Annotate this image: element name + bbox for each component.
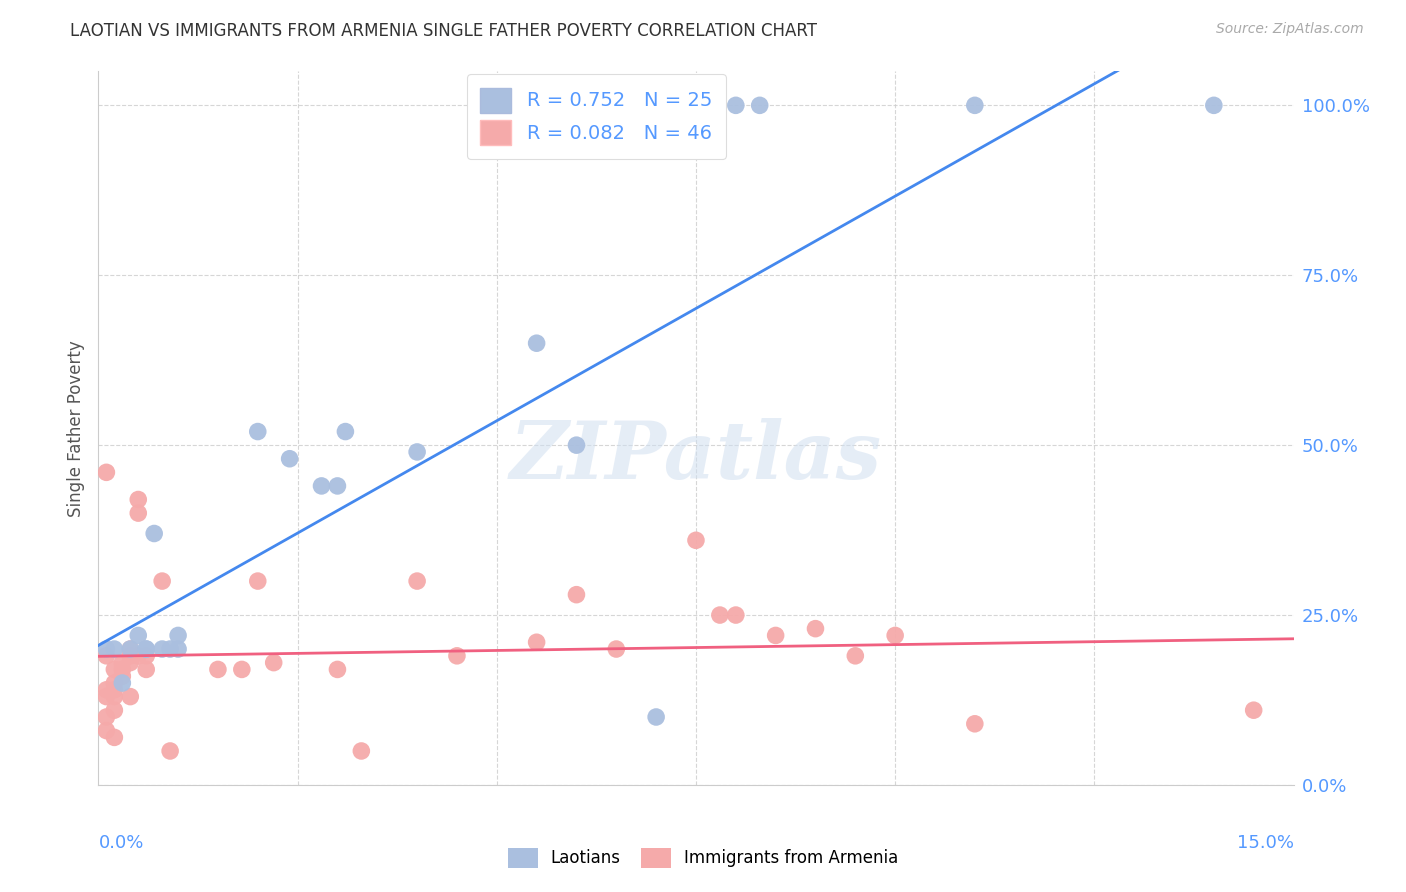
- Point: [765, 628, 787, 642]
- Point: [263, 656, 285, 670]
- Point: [748, 98, 770, 112]
- Point: [127, 648, 149, 663]
- Point: [111, 656, 134, 670]
- Text: Source: ZipAtlas.com: Source: ZipAtlas.com: [1216, 22, 1364, 37]
- Point: [246, 574, 269, 588]
- Point: [103, 703, 125, 717]
- Point: [103, 642, 125, 657]
- Point: [135, 642, 157, 657]
- Point: [1202, 98, 1225, 112]
- Point: [120, 690, 142, 704]
- Point: [96, 682, 118, 697]
- Point: [1243, 703, 1265, 717]
- Point: [326, 479, 349, 493]
- Point: [143, 526, 166, 541]
- Point: [311, 479, 333, 493]
- Point: [565, 438, 588, 452]
- Point: [159, 642, 181, 657]
- Point: [326, 662, 349, 676]
- Point: [103, 676, 125, 690]
- Point: [446, 648, 468, 663]
- Point: [120, 656, 142, 670]
- Point: [526, 336, 548, 351]
- Point: [127, 506, 149, 520]
- Point: [127, 628, 149, 642]
- Point: [231, 662, 253, 676]
- Point: [135, 642, 157, 657]
- Point: [103, 731, 125, 745]
- Point: [406, 445, 429, 459]
- Point: [150, 574, 173, 588]
- Point: [111, 669, 134, 683]
- Point: [335, 425, 357, 439]
- Point: [96, 710, 118, 724]
- Point: [963, 716, 986, 731]
- Point: [111, 662, 134, 676]
- Text: 0.0%: 0.0%: [98, 834, 143, 852]
- Point: [884, 628, 907, 642]
- Point: [135, 662, 157, 676]
- Point: [103, 682, 125, 697]
- Point: [96, 642, 118, 657]
- Point: [526, 635, 548, 649]
- Point: [167, 628, 190, 642]
- Point: [135, 648, 157, 663]
- Point: [103, 662, 125, 676]
- Point: [120, 648, 142, 663]
- Point: [605, 642, 627, 657]
- Point: [159, 744, 181, 758]
- Point: [963, 98, 986, 112]
- Point: [565, 588, 588, 602]
- Point: [120, 642, 142, 657]
- Point: [96, 723, 118, 738]
- Legend: R = 0.752   N = 25, R = 0.082   N = 46: R = 0.752 N = 25, R = 0.082 N = 46: [467, 74, 725, 159]
- Point: [96, 466, 118, 480]
- Point: [724, 98, 747, 112]
- Y-axis label: Single Father Poverty: Single Father Poverty: [66, 340, 84, 516]
- Point: [103, 690, 125, 704]
- Point: [804, 622, 827, 636]
- Point: [96, 648, 118, 663]
- Point: [278, 451, 301, 466]
- Point: [645, 710, 668, 724]
- Text: LAOTIAN VS IMMIGRANTS FROM ARMENIA SINGLE FATHER POVERTY CORRELATION CHART: LAOTIAN VS IMMIGRANTS FROM ARMENIA SINGL…: [70, 22, 817, 40]
- Point: [111, 676, 134, 690]
- Point: [406, 574, 429, 588]
- Point: [724, 608, 747, 623]
- Point: [127, 492, 149, 507]
- Point: [844, 648, 866, 663]
- Point: [685, 533, 707, 548]
- Point: [207, 662, 229, 676]
- Point: [246, 425, 269, 439]
- Text: ZIPatlas: ZIPatlas: [510, 418, 882, 495]
- Point: [167, 642, 190, 657]
- Point: [150, 642, 173, 657]
- Point: [709, 608, 731, 623]
- Point: [350, 744, 373, 758]
- Legend: Laotians, Immigrants from Armenia: Laotians, Immigrants from Armenia: [501, 841, 905, 875]
- Point: [96, 690, 118, 704]
- Point: [120, 642, 142, 657]
- Text: 15.0%: 15.0%: [1236, 834, 1294, 852]
